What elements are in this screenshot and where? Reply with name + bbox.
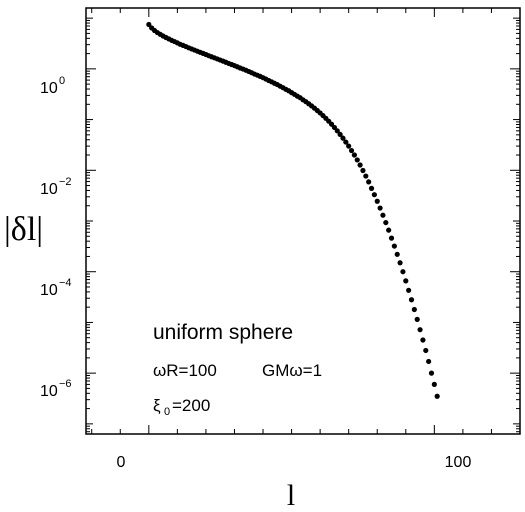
annotation-gm-omega: GMω=1 (262, 361, 322, 380)
svg-text:−6: −6 (59, 378, 72, 390)
y-tick-label-1e0: 10 0 (40, 75, 65, 97)
svg-text:10: 10 (40, 383, 58, 400)
data-point (423, 347, 429, 354)
data-point (374, 198, 380, 204)
data-point (408, 297, 415, 303)
svg-text:10: 10 (40, 181, 58, 198)
x-tick-label-100: 100 (445, 454, 472, 471)
y-tick-label-1e-6: 10 −6 (40, 378, 72, 400)
data-point (346, 143, 352, 149)
data-point (391, 243, 397, 249)
data-point (386, 227, 392, 233)
data-point (428, 370, 435, 376)
data-point (366, 179, 372, 185)
data-point (348, 147, 355, 154)
data-point (383, 219, 389, 226)
data-point (431, 381, 437, 387)
data-point (420, 337, 426, 343)
annotation-uniform-sphere: uniform sphere (153, 321, 293, 344)
x-axis-label: l (287, 479, 295, 512)
data-point (363, 173, 369, 179)
svg-text:ξ: ξ (153, 396, 161, 415)
svg-text:0: 0 (59, 75, 65, 87)
data-point (334, 128, 340, 134)
data-point (351, 152, 357, 158)
data-point (434, 393, 440, 399)
annotation-omega-r: ωR=100 (153, 361, 217, 380)
x-tick-label-0: 0 (117, 454, 126, 471)
svg-text:0: 0 (164, 406, 170, 418)
svg-text:=200: =200 (172, 396, 210, 415)
data-point (371, 192, 377, 198)
y-tick-label-1e-4: 10 −4 (40, 277, 72, 299)
data-point (397, 260, 403, 266)
data-point (414, 316, 420, 322)
x-axis-ticks (91, 8, 492, 434)
y-axis-label: |δl| (4, 211, 43, 248)
data-point (337, 131, 343, 138)
y-tick-label-1e-2: 10 −2 (40, 176, 72, 198)
data-point (394, 251, 400, 257)
svg-text:10: 10 (40, 282, 58, 299)
data-points (146, 21, 440, 399)
data-point (340, 135, 346, 141)
svg-text:−4: −4 (59, 277, 72, 289)
data-point (354, 157, 360, 163)
data-point (388, 235, 395, 241)
data-point (426, 358, 432, 365)
data-point (411, 306, 417, 313)
data-point (331, 124, 338, 131)
data-point (400, 269, 406, 275)
svg-text:−2: −2 (59, 176, 72, 188)
data-point (343, 139, 349, 145)
data-point (403, 278, 409, 284)
data-point (357, 162, 363, 168)
data-point (360, 167, 366, 174)
data-point (406, 287, 412, 293)
y-axis-ticks (86, 17, 520, 433)
data-point (380, 212, 386, 218)
annotation-xi0: ξ 0 =200 (153, 396, 210, 418)
svg-text:10: 10 (40, 80, 58, 97)
data-point (417, 327, 423, 333)
data-point (377, 205, 383, 211)
data-point (146, 21, 152, 28)
data-point (368, 185, 375, 191)
